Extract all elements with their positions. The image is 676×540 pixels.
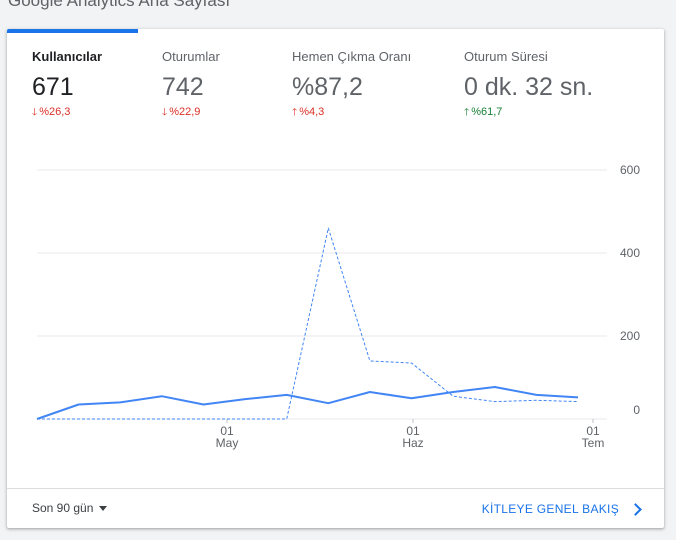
date-range-dropdown[interactable]: Son 90 gün bbox=[32, 501, 108, 515]
arrow-down-icon: 🡓 bbox=[162, 107, 168, 118]
metric-label: Oturumlar bbox=[162, 49, 220, 64]
chart-series bbox=[36, 227, 579, 420]
arrow-up-icon: 🡑 bbox=[464, 107, 470, 118]
x-tick-month: Haz bbox=[402, 436, 423, 450]
chevron-right-icon bbox=[629, 502, 642, 516]
audience-overview-link[interactable]: KİTLEYE GENEL BAKIŞ bbox=[481, 502, 642, 516]
date-range-label: Son 90 gün bbox=[32, 501, 94, 515]
metric-value: 671 bbox=[32, 73, 74, 101]
footer-divider bbox=[7, 488, 664, 489]
x-tick-day: 01 bbox=[406, 424, 420, 438]
metric-change: 🡓 %22,9 bbox=[162, 106, 201, 118]
metric-tab-session-duration[interactable]: Oturum Süresi 0 dk. 32 sn. 🡑 %61,7 bbox=[464, 49, 593, 122]
chart-y-axis: 600 400 200 0 bbox=[620, 163, 640, 417]
arrow-down-icon: 🡓 bbox=[32, 107, 38, 118]
overview-card: Kullanıcılar 671 🡓 %26,3 Oturumlar 742 🡓%… bbox=[7, 29, 664, 528]
metric-change: 🡑 %4,3 bbox=[292, 106, 325, 118]
metric-change: 🡓 %26,3 bbox=[32, 106, 71, 118]
series-line-current bbox=[36, 386, 579, 420]
chart-gridlines bbox=[37, 169, 607, 420]
x-tick-day: 01 bbox=[586, 424, 600, 438]
series-line-previous bbox=[37, 227, 579, 420]
metric-label: Hemen Çıkma Oranı bbox=[292, 49, 412, 64]
x-tick-month: Tem bbox=[582, 436, 605, 450]
page-title: Google Analytics Ana Sayfası bbox=[8, 0, 231, 10]
metric-label: Kullanıcılar bbox=[32, 49, 103, 64]
audience-overview-label: KİTLEYE GENEL BAKIŞ bbox=[481, 502, 619, 516]
y-tick-label: 0 bbox=[633, 403, 640, 417]
active-tab-indicator bbox=[7, 29, 138, 33]
metric-change: 🡑 %61,7 bbox=[464, 106, 503, 118]
metric-tab-users[interactable]: Kullanıcılar 671 🡓 %26,3 bbox=[32, 49, 102, 122]
metric-tab-bounce-rate[interactable]: Hemen Çıkma Oranı %87,2 🡑 %4,3 bbox=[292, 49, 411, 122]
y-tick-label: 200 bbox=[620, 329, 640, 343]
metric-label: Oturum Süresi bbox=[464, 49, 548, 64]
x-tick-day: 01 bbox=[220, 424, 234, 438]
y-tick-label: 400 bbox=[620, 246, 640, 260]
arrow-up-icon: 🡑 bbox=[292, 107, 298, 118]
x-tick-month: May bbox=[216, 436, 239, 450]
metric-value: 742 bbox=[162, 73, 204, 101]
metric-value: %87,2 bbox=[292, 73, 363, 101]
caret-down-icon bbox=[99, 505, 108, 511]
metric-value: 0 dk. 32 sn. bbox=[464, 73, 594, 101]
metric-tab-sessions[interactable]: Oturumlar 742 🡓 %22,9 bbox=[162, 49, 220, 122]
y-tick-label: 600 bbox=[620, 163, 640, 177]
